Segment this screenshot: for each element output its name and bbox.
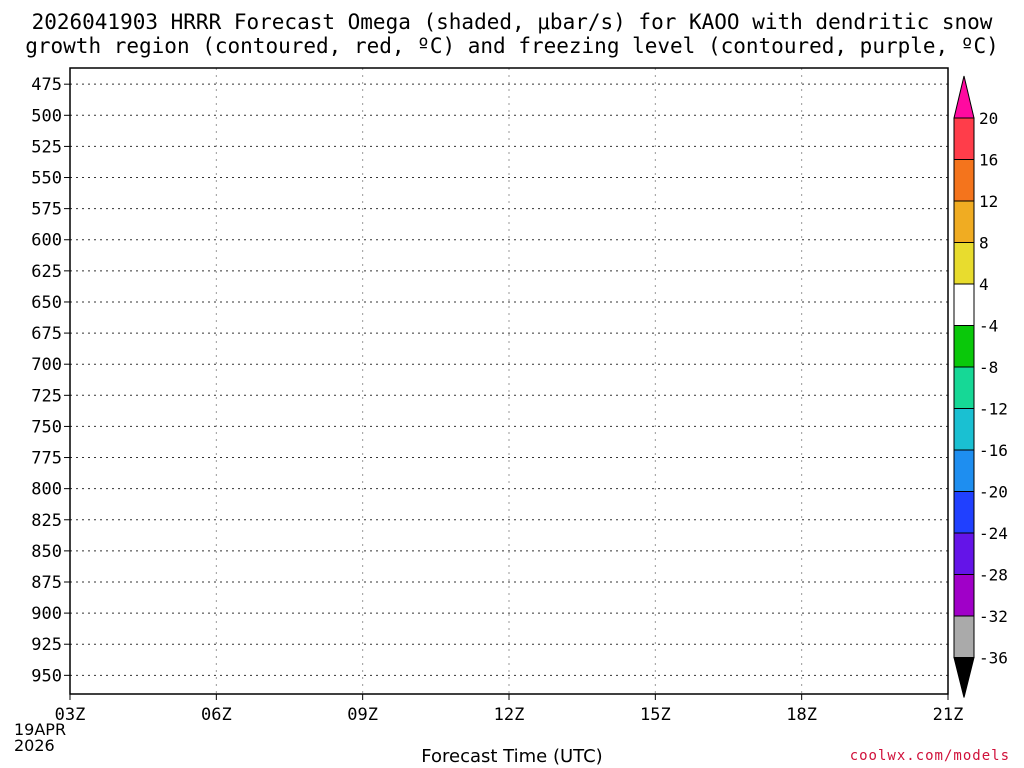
- y-tick-label-625: 625: [31, 262, 62, 282]
- colorbar-band-2: [953, 159, 975, 202]
- colorbar-label-12: 12: [979, 192, 998, 211]
- y-tick-label-700: 700: [31, 355, 62, 375]
- y-tick-label-475: 475: [31, 75, 62, 95]
- colorbar-band-9: [953, 449, 975, 492]
- grid-lines: [70, 68, 948, 694]
- x-tick-label-18Z: 18Z: [786, 705, 817, 725]
- date-label-year: 2026: [14, 736, 55, 755]
- colorbar-band-8: [953, 408, 975, 451]
- y-tick-label-675: 675: [31, 324, 62, 344]
- colorbar-label-8: 8: [979, 234, 989, 253]
- colorbar-bottom-arrow: [953, 657, 975, 698]
- colorbar-band-10: [953, 491, 975, 534]
- x-ticks: 03Z 06Z 09Z 12Z 15Z 18Z 21Z: [55, 694, 964, 725]
- y-tick-label-825: 825: [31, 511, 62, 531]
- colorbar-label--8: -8: [979, 358, 998, 377]
- colorbar-label--36: -36: [979, 649, 1008, 668]
- y-tick-label-800: 800: [31, 480, 62, 500]
- chart-title-line-2: growth region (contoured, red, ºC) and f…: [25, 34, 999, 58]
- colorbar-band-4: [953, 242, 975, 285]
- colorbar-band-5: [953, 283, 975, 326]
- colorbar: 20 16 12 8 4 -4 -8 -12 -16 -20 -24 -28 -32 -36: [953, 75, 1008, 698]
- colorbar-band-1: [953, 117, 975, 160]
- colorbar-label-20: 20: [979, 109, 998, 128]
- date-label-day: 19APR: [14, 720, 67, 739]
- colorbar-label--16: -16: [979, 441, 1008, 460]
- colorbar-label--12: -12: [979, 400, 1008, 419]
- y-tick-label-750: 750: [31, 417, 62, 437]
- y-tick-label-550: 550: [31, 169, 62, 189]
- y-tick-label-600: 600: [31, 231, 62, 251]
- credit-link[interactable]: coolwx.com/models: [849, 748, 1010, 764]
- y-tick-label-500: 500: [31, 106, 62, 126]
- colorbar-label--20: -20: [979, 483, 1008, 502]
- date-label: 19APR 2026: [14, 722, 66, 754]
- y-tick-label-875: 875: [31, 573, 62, 593]
- colorbar-band-13: [953, 615, 975, 658]
- colorbar-band-12: [953, 574, 975, 617]
- colorbar-top-arrow: [953, 75, 975, 119]
- colorbar-label--24: -24: [979, 524, 1008, 543]
- x-axis-label: Forecast Time (UTC): [421, 746, 603, 767]
- colorbar-band-7: [953, 366, 975, 409]
- y-tick-label-950: 950: [31, 666, 62, 686]
- chart-title-line-1: 2026041903 HRRR Forecast Omega (shaded, …: [31, 10, 993, 34]
- colorbar-label--4: -4: [979, 317, 998, 336]
- y-tick-label-525: 525: [31, 137, 62, 157]
- x-tick-label-21Z: 21Z: [933, 705, 964, 725]
- colorbar-band-11: [953, 532, 975, 575]
- x-tick-label-15Z: 15Z: [640, 705, 671, 725]
- colorbar-label-4: 4: [979, 275, 989, 294]
- x-tick-label-12Z: 12Z: [494, 705, 525, 725]
- y-tick-label-575: 575: [31, 200, 62, 220]
- colorbar-label--32: -32: [979, 607, 1008, 626]
- colorbar-band-3: [953, 200, 975, 243]
- y-tick-label-850: 850: [31, 542, 62, 562]
- y-tick-label-900: 900: [31, 604, 62, 624]
- colorbar-band-6: [953, 325, 975, 368]
- y-tick-label-925: 925: [31, 635, 62, 655]
- x-tick-label-09Z: 09Z: [347, 705, 378, 725]
- y-ticks: 475 500 525 550 575 600 625 650 675 700 725 750 775 8…: [31, 75, 70, 686]
- x-tick-label-06Z: 06Z: [201, 705, 232, 725]
- colorbar-label-16: 16: [979, 151, 998, 170]
- colorbar-label--28: -28: [979, 566, 1008, 585]
- y-tick-label-650: 650: [31, 293, 62, 313]
- y-tick-label-725: 725: [31, 386, 62, 406]
- x-tick-label-03Z: 03Z: [55, 705, 86, 725]
- y-tick-label-775: 775: [31, 449, 62, 469]
